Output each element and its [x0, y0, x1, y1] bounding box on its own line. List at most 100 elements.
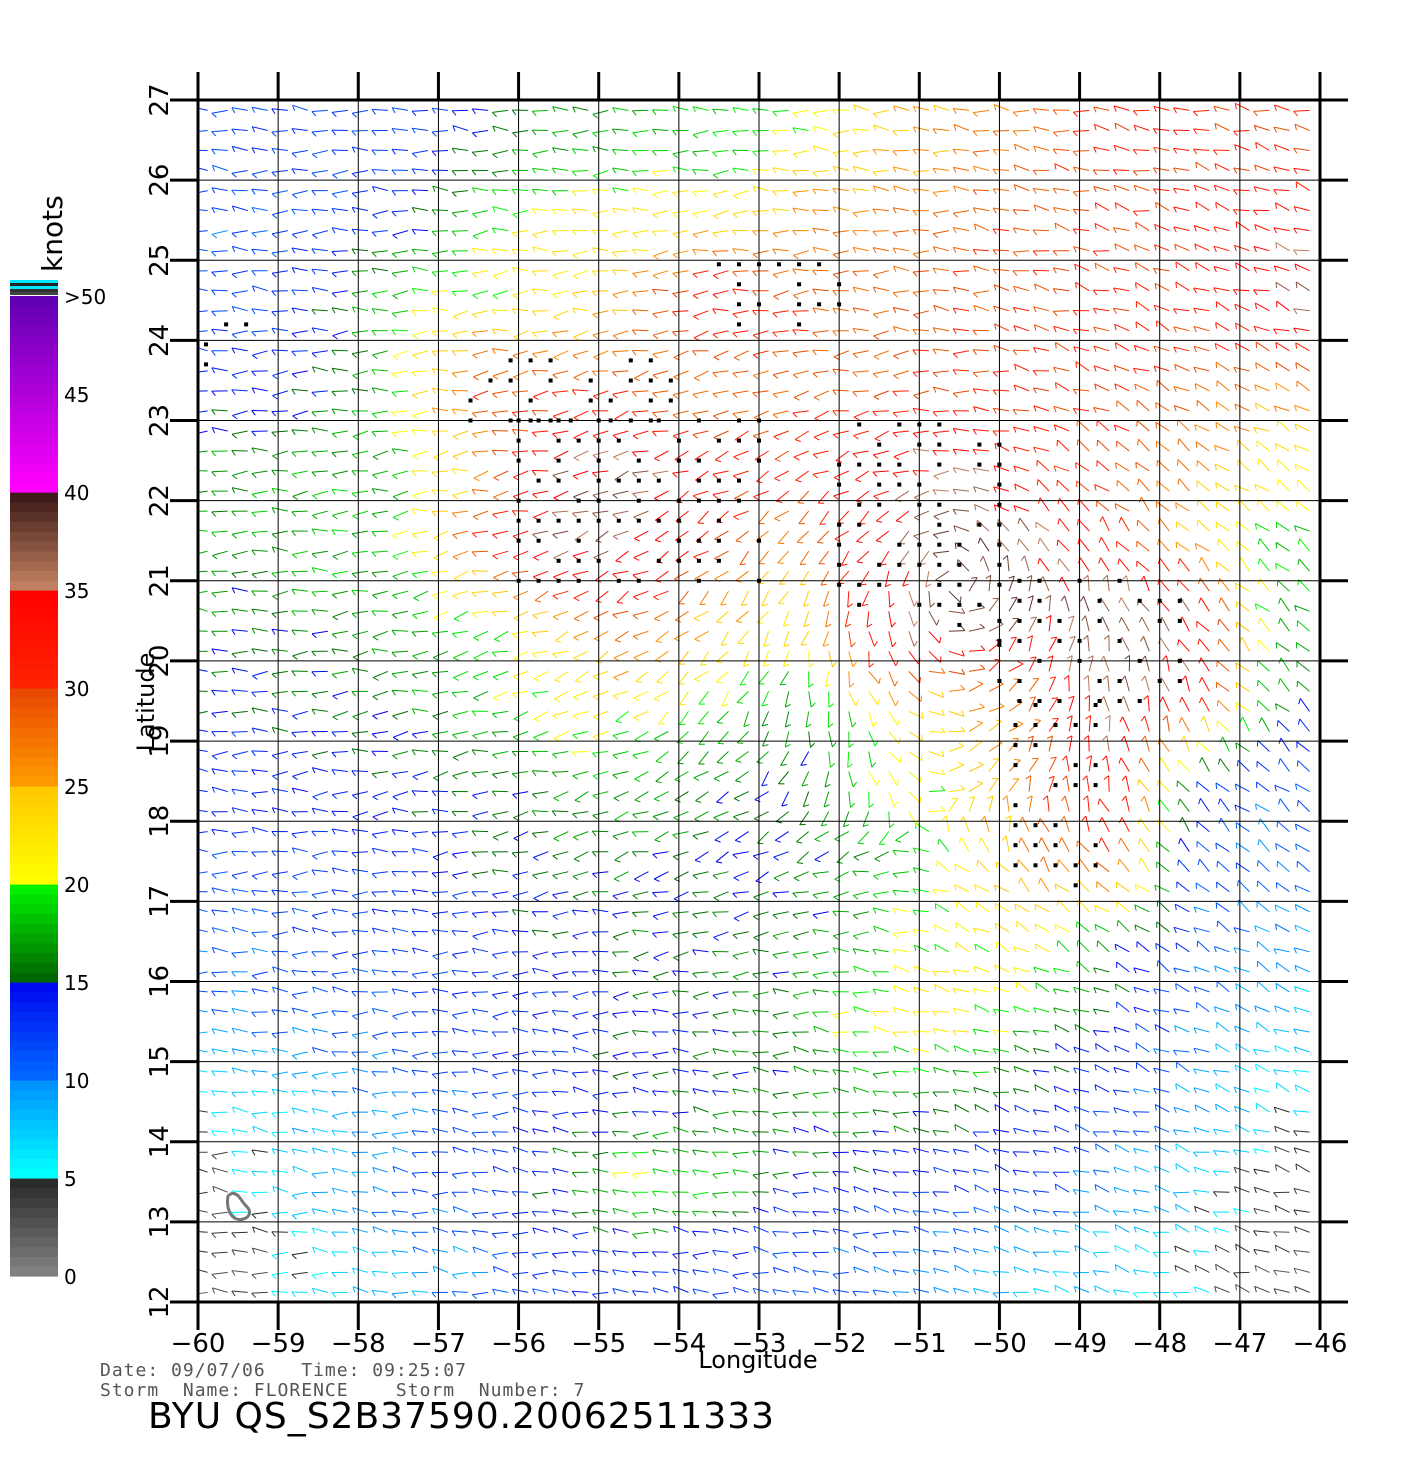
wind-vector [311, 528, 328, 532]
wind-vector [732, 1088, 749, 1093]
wind-vector [1014, 1044, 1030, 1053]
wind-vector-barb [692, 1088, 696, 1095]
wind-vector-barb [392, 516, 399, 521]
wind-vector-barb [973, 1227, 977, 1234]
wind-vector [372, 969, 388, 973]
wind-vector-barb [832, 991, 837, 997]
wind-vector-barb [411, 931, 417, 937]
wind-vector-barb [673, 957, 679, 962]
wind-vector-barb [531, 993, 537, 999]
wind-vector-barb [452, 715, 458, 720]
wind-vector-barb [192, 975, 197, 979]
wind-vector-barb [452, 456, 459, 461]
wind-vector [1054, 1104, 1070, 1113]
wind-vector [232, 926, 248, 933]
wind-vector [472, 1229, 489, 1233]
wind-vector-barb [291, 847, 296, 854]
wind-vector [1120, 757, 1130, 772]
wind-vector [1166, 655, 1170, 672]
wind-vector-barb [732, 1074, 738, 1080]
wind-vector [1275, 562, 1290, 572]
wind-vector-barb [391, 1273, 397, 1279]
wind-vector [792, 1171, 809, 1176]
wind-vector [612, 911, 629, 915]
wind-vector [713, 430, 729, 438]
wind-vector-barb [192, 729, 195, 734]
wind-vector [652, 891, 669, 894]
wind-vector [572, 1271, 589, 1274]
wind-vector-barb [451, 512, 457, 518]
wind-vector-barb [332, 555, 339, 560]
wind-vector [772, 931, 789, 937]
wind-vector-barb [1072, 1211, 1078, 1218]
wind-vector-barb [331, 1167, 336, 1174]
wind-vector [968, 627, 985, 632]
wind-vector [492, 1288, 509, 1293]
wind-vector-barb [1073, 1067, 1077, 1074]
wind-vector [1114, 943, 1130, 953]
wind-vector [532, 430, 549, 433]
wind-vector-barb [761, 784, 768, 787]
wind-vector [292, 1051, 308, 1056]
wind-vector-barb [371, 1110, 376, 1116]
wind-vector-barb [192, 453, 196, 457]
wind-vector-barb [1094, 1285, 1097, 1292]
wind-vector [633, 710, 649, 718]
wind-vector-barb [1233, 927, 1237, 934]
wind-vector [732, 1251, 749, 1256]
wind-vector [612, 1171, 629, 1174]
wind-vector-barb [271, 850, 276, 857]
wind-vector [948, 650, 965, 657]
wind-vector [231, 1027, 248, 1033]
wind-vector-barb [212, 555, 218, 560]
wind-vector [613, 530, 629, 537]
wind-vector [739, 671, 750, 686]
wind-vector [712, 991, 729, 996]
wind-vector-barb [912, 1067, 917, 1074]
wind-vector-barb [351, 895, 358, 900]
wind-vector [952, 1030, 970, 1033]
wind-vector-barb [1011, 596, 1018, 599]
wind-vector [713, 1126, 729, 1133]
wind-vector [432, 1089, 449, 1093]
wind-vector-barb [1234, 1064, 1237, 1072]
wind-vector-barb [231, 433, 238, 439]
wind-vector-barb [211, 490, 216, 497]
wind-vector-barb [872, 971, 877, 977]
wind-vector-barb [993, 504, 997, 511]
wind-vector [888, 691, 896, 707]
wind-vector [693, 991, 709, 998]
wind-vector-barb [654, 458, 661, 462]
wind-vector-barb [827, 723, 834, 728]
wind-vector-barb [785, 723, 791, 728]
wind-vector [1033, 1209, 1050, 1213]
wind-vector [198, 831, 208, 834]
wind-vector [1028, 775, 1032, 792]
wind-vector [1277, 720, 1290, 732]
wind-vector [1147, 695, 1150, 712]
wind-vector [432, 1248, 449, 1253]
colorbar-segment [10, 345, 58, 356]
wind-vector-barb [592, 1226, 596, 1233]
wind-vector-barb [833, 477, 840, 481]
wind-vector-barb [1104, 715, 1111, 720]
wind-vector-barb [873, 926, 877, 933]
wind-vector [1234, 1086, 1250, 1093]
wind-vector-barb [431, 832, 437, 838]
wind-vector-barb [792, 1193, 798, 1199]
wind-vector-barb [372, 677, 379, 681]
wind-vector [717, 731, 729, 744]
wind-vector-barb [1056, 940, 1059, 947]
wind-vector-barb [652, 1008, 657, 1015]
wind-vector [892, 1230, 909, 1233]
wind-vector-barb [331, 1091, 336, 1097]
wind-vector [961, 837, 970, 852]
wind-vector-barb [554, 679, 561, 683]
colorbar-segment [10, 952, 58, 963]
wind-vector [672, 1068, 689, 1073]
wind-vector-barb [1278, 678, 1281, 685]
wind-vector-barb [1137, 439, 1139, 446]
wind-vector-barb [291, 811, 296, 817]
wind-vector [532, 810, 549, 813]
wind-vector-barb [1002, 554, 1008, 560]
